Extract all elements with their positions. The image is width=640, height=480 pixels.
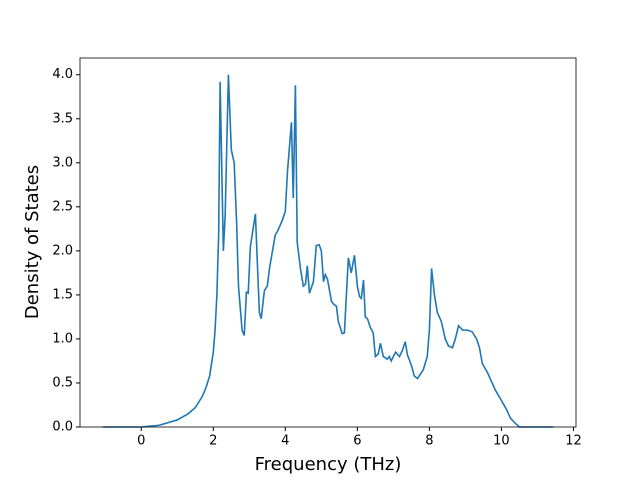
y-tick-label: 1.0 [52, 331, 73, 346]
x-tick-label: 10 [493, 434, 510, 449]
axes-frame [79, 57, 577, 428]
y-tick-label: 0.5 [52, 375, 73, 390]
line-series [102, 74, 554, 428]
x-tick-label: 6 [353, 434, 361, 449]
y-tick-label: 2.5 [52, 199, 73, 214]
x-tick-label: 4 [281, 434, 289, 449]
y-tick-label: 4.0 [52, 67, 73, 82]
y-tick-label: 0.0 [52, 420, 73, 435]
x-tick-label: 0 [137, 434, 145, 449]
x-axis-label: Frequency (THz) [255, 454, 402, 475]
y-tick-label: 3.5 [52, 111, 73, 126]
x-tick-label: 12 [565, 434, 582, 449]
y-tick-label: 3.0 [52, 155, 73, 170]
x-tick-label: 2 [209, 434, 217, 449]
y-tick-label: 1.5 [52, 287, 73, 302]
y-tick-label: 2.0 [52, 243, 73, 258]
x-tick-label: 8 [425, 434, 433, 449]
y-axis-label: Density of States [22, 165, 43, 319]
